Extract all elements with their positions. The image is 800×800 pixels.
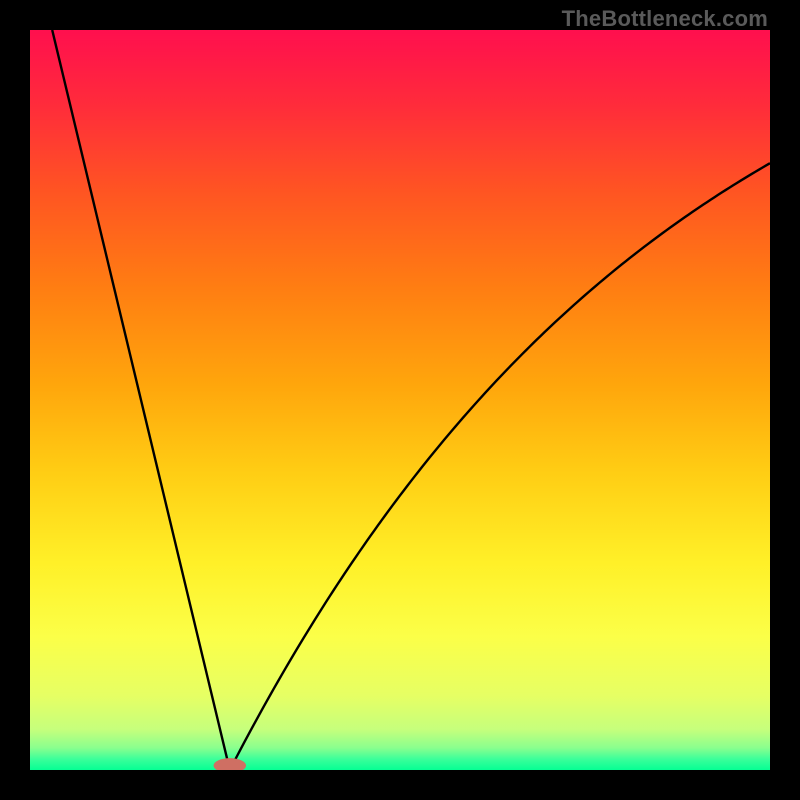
bottleneck-chart: [30, 30, 770, 770]
chart-container: TheBottleneck.com: [0, 0, 800, 800]
plot-area: [30, 30, 770, 770]
watermark-text: TheBottleneck.com: [562, 6, 768, 32]
